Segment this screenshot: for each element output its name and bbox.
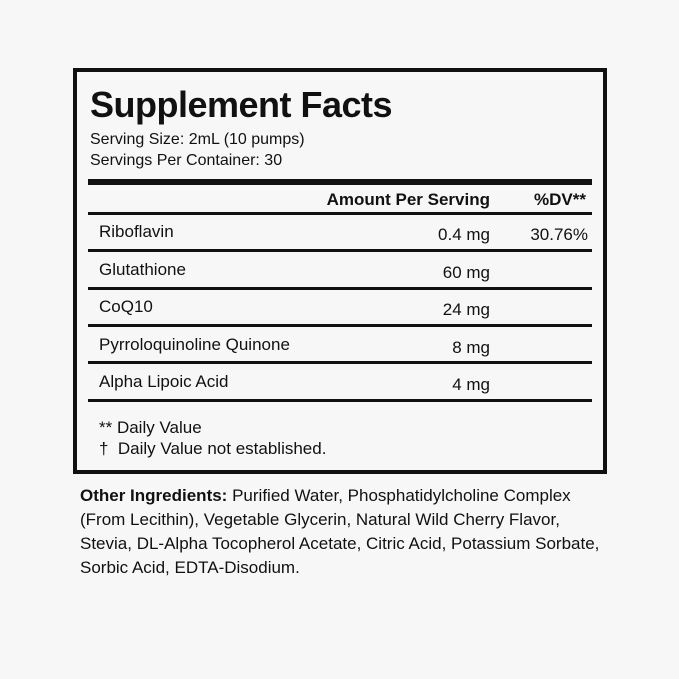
ingredient-name: Pyrroloquinoline Quinone [99, 335, 290, 354]
ingredient-name: CoQ10 [99, 297, 153, 316]
ingredient-amount: 4 mg [452, 375, 490, 394]
footnote-not-established: † Daily Value not established. [99, 439, 327, 458]
row-divider [88, 249, 592, 252]
other-ingredients: Other Ingredients: Purified Water, Phosp… [80, 484, 600, 580]
other-ingredients-label: Other Ingredients: [80, 486, 228, 505]
ingredient-amount: 60 mg [442, 263, 490, 282]
other-ingredients-text: Purified Water, Phosphatidylcholine Comp… [80, 486, 600, 577]
row-divider [88, 287, 592, 290]
row-divider [88, 361, 592, 364]
ingredient-amount: 24 mg [442, 300, 490, 319]
ingredient-dv: 30.76% [530, 225, 588, 244]
divider [88, 212, 592, 215]
supplement-facts-panel [73, 68, 607, 474]
amount-header: Amount Per Serving [326, 190, 490, 209]
ingredient-name: Riboflavin [99, 222, 174, 241]
footnote-daily-value: ** Daily Value [99, 418, 202, 437]
row-divider [88, 399, 592, 402]
ingredient-name: Glutathione [99, 260, 186, 279]
ingredient-amount: 8 mg [452, 338, 490, 357]
dv-header: %DV** [534, 190, 586, 209]
ingredient-name: Alpha Lipoic Acid [99, 372, 229, 391]
thick-divider [88, 179, 592, 185]
row-divider [88, 324, 592, 327]
panel-title: Supplement Facts [90, 84, 393, 125]
serving-size: Serving Size: 2mL (10 pumps) [90, 131, 305, 148]
servings-per-container: Servings Per Container: 30 [90, 152, 283, 169]
ingredient-amount: 0.4 mg [438, 225, 490, 244]
